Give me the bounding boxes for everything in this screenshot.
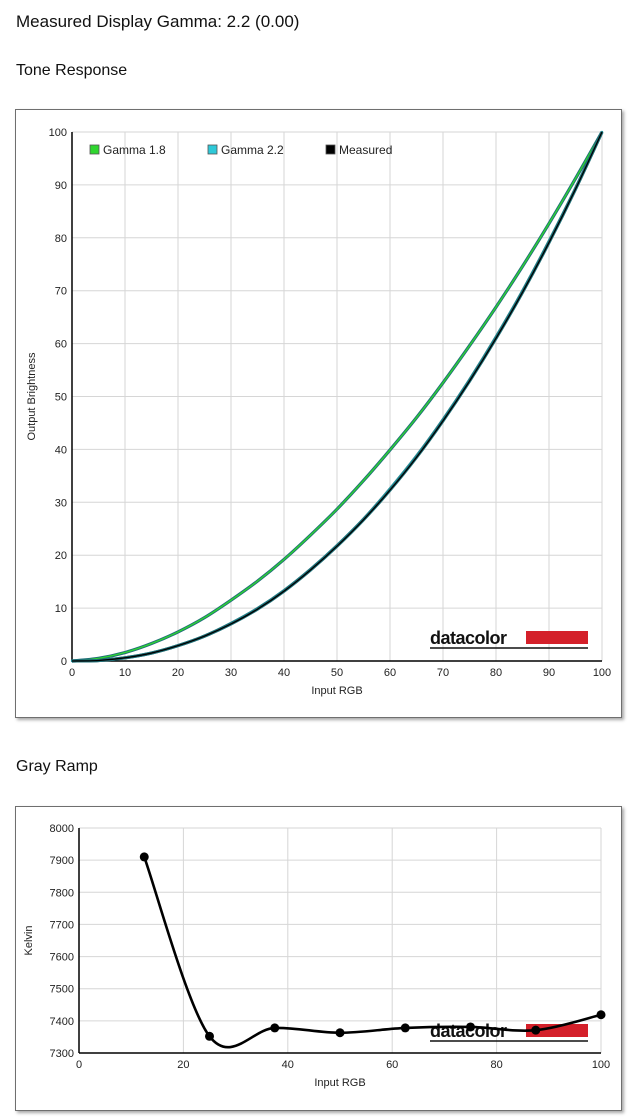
- y-tick-label: 70: [55, 286, 67, 298]
- legend-swatch: [207, 144, 218, 155]
- y-tick-label: 50: [55, 392, 67, 404]
- y-tick-label: 7400: [50, 1016, 74, 1028]
- y-tick-label: 10: [55, 603, 67, 615]
- series-line: [71, 131, 603, 662]
- data-point-marker: [270, 1023, 280, 1033]
- tone-response-heading: Tone Response: [16, 62, 128, 79]
- y-tick-label: 20: [55, 550, 67, 562]
- legend-label: Gamma 2.2: [221, 143, 284, 157]
- x-tick-label: 0: [76, 1059, 82, 1071]
- y-tick-label: 7900: [50, 855, 74, 867]
- y-tick-label: 0: [61, 656, 67, 668]
- legend-label: Gamma 1.8: [103, 143, 166, 157]
- brand-red-bar: [526, 1024, 588, 1037]
- legend-swatch: [325, 144, 336, 155]
- x-axis-label: Input RGB: [311, 685, 362, 697]
- x-tick-label: 10: [119, 667, 131, 679]
- data-point-marker: [531, 1025, 541, 1035]
- y-tick-label: 100: [49, 127, 67, 139]
- gray-ramp-plot: 0 20 40 60 80 100 7300 7400 7500 7600 7700 7800 7900…: [23, 823, 610, 1089]
- x-tick-label: 70: [437, 667, 449, 679]
- y-tick-label: 7300: [50, 1048, 74, 1060]
- data-point-marker: [400, 1023, 410, 1033]
- x-tick-label: 30: [225, 667, 237, 679]
- y-tick-label: 8000: [50, 823, 74, 835]
- x-tick-label: 40: [278, 667, 290, 679]
- x-tick-label: 60: [386, 1059, 398, 1071]
- series-line: [71, 131, 603, 662]
- x-tick-label: 90: [543, 667, 555, 679]
- x-tick-label: 100: [593, 667, 611, 679]
- legend-label: Measured: [339, 143, 392, 157]
- y-axis-label: Kelvin: [23, 926, 35, 956]
- x-tick-label: 20: [172, 667, 184, 679]
- x-tick-label: 50: [331, 667, 343, 679]
- tone-response-chart: 0 10 20 30 40 50 60 70 80 90 100 0 10 20 30 40 50 60 70 80 9…: [15, 109, 622, 718]
- x-tick-label: 60: [384, 667, 396, 679]
- y-tick-label: 60: [55, 339, 67, 351]
- brand-red-bar: [526, 631, 588, 644]
- gray-ramp-chart: 0 20 40 60 80 100 7300 7400 7500 7600 7700 7800 7900…: [15, 806, 622, 1111]
- data-point-marker: [139, 852, 149, 862]
- y-tick-label: 7500: [50, 984, 74, 996]
- legend-swatch: [89, 144, 100, 155]
- y-tick-label: 40: [55, 444, 67, 456]
- x-tick-label: 80: [490, 667, 502, 679]
- y-tick-label: 7600: [50, 952, 74, 964]
- data-point-marker: [335, 1028, 345, 1038]
- x-tick-label: 40: [282, 1059, 294, 1071]
- x-tick-label: 0: [69, 667, 75, 679]
- data-point-marker: [596, 1010, 606, 1020]
- page-title: Measured Display Gamma: 2.2 (0.00): [16, 12, 300, 31]
- y-tick-label: 90: [55, 180, 67, 192]
- y-tick-label: 7800: [50, 887, 74, 899]
- data-point-marker: [466, 1022, 475, 1032]
- brand-logo-text: datacolor: [430, 628, 507, 648]
- x-tick-label: 20: [177, 1059, 189, 1071]
- x-tick-label: 100: [592, 1059, 610, 1071]
- series-line: [142, 855, 603, 1049]
- gray-ramp-heading: Gray Ramp: [16, 758, 98, 775]
- y-tick-label: 80: [55, 233, 67, 245]
- x-tick-label: 80: [490, 1059, 502, 1071]
- data-point-marker: [205, 1031, 214, 1041]
- x-axis-label: Input RGB: [314, 1077, 365, 1089]
- y-tick-label: 7700: [50, 919, 74, 931]
- tone-response-plot: 0 10 20 30 40 50 60 70 80 90 100 0 10 20 30 40 50 60 70 80 9…: [26, 127, 611, 697]
- y-tick-label: 30: [55, 497, 67, 509]
- y-axis-label: Output Brightness: [26, 352, 38, 441]
